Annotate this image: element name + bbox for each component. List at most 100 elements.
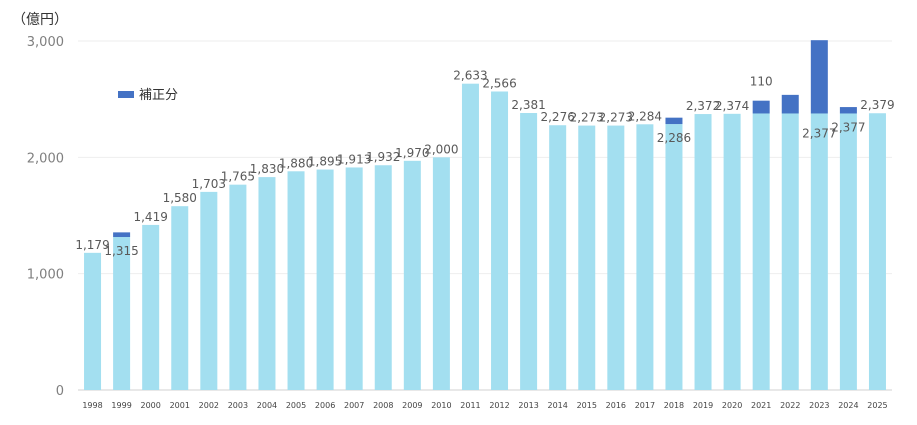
y-tick-label: 2,000 [27, 151, 64, 166]
bars [84, 40, 886, 391]
bar-initial-budget [839, 113, 857, 390]
legend-swatch-supplementary [118, 91, 134, 98]
bar-initial-budget [723, 113, 741, 390]
legend: 補正分 [118, 88, 178, 103]
x-tick-label: 2009 [402, 401, 422, 410]
bar-initial-budget [752, 113, 770, 390]
bar-initial-budget [520, 113, 538, 391]
data-label: 1,315 [104, 244, 138, 258]
x-tick-label: 2024 [838, 401, 858, 410]
bar-initial-budget [84, 252, 102, 390]
bar-initial-budget [665, 124, 683, 390]
y-tick-label: 0 [56, 384, 64, 399]
bar-initial-budget [781, 113, 799, 390]
bar-initial-budget [113, 237, 131, 390]
x-tick-label: 2010 [431, 401, 451, 410]
data-label: 1,932 [366, 150, 400, 164]
x-tick-label: 2003 [228, 401, 248, 410]
y-tick-label: 3,000 [27, 35, 64, 50]
bar-initial-budget [316, 169, 334, 390]
bar-initial-budget [636, 124, 654, 390]
x-tick-label: 2013 [518, 401, 538, 410]
data-label: 2,377 [802, 126, 836, 140]
data-label: 1,765 [221, 170, 255, 184]
bar-supplementary [810, 40, 828, 114]
data-label: 2,381 [511, 98, 545, 112]
x-tick-label: 2021 [751, 401, 771, 410]
bar-initial-budget [403, 160, 421, 390]
x-tick-label: 2012 [489, 401, 509, 410]
data-label: 2,372 [686, 99, 720, 113]
bar-supplementary [839, 107, 857, 114]
x-tick-label: 1998 [82, 401, 102, 410]
x-tick-label: 2023 [809, 401, 829, 410]
bar-initial-budget [491, 91, 509, 390]
data-label: 2,286 [657, 131, 691, 145]
data-label: 2,379 [860, 98, 894, 112]
bar-initial-budget [287, 171, 305, 390]
data-label: 1,913 [337, 152, 371, 166]
data-label: 2,566 [482, 76, 516, 90]
bar-initial-budget [694, 114, 712, 390]
x-tick-label: 2016 [606, 401, 626, 410]
bar-supplementary [113, 232, 131, 238]
x-tick-label: 2001 [170, 401, 190, 410]
bar-initial-budget [229, 184, 247, 390]
bar-initial-budget [200, 191, 218, 390]
data-label: 1,580 [163, 191, 197, 205]
x-tick-label: 2022 [780, 401, 800, 410]
bar-initial-budget [345, 167, 363, 390]
bar-supplementary [752, 100, 770, 114]
data-label: 1,880 [279, 156, 313, 170]
x-tick-label: 2017 [635, 401, 655, 410]
bar-initial-budget [142, 224, 160, 390]
legend-label-supplementary: 補正分 [139, 88, 178, 103]
data-label: 2,273 [599, 111, 633, 125]
x-tick-label: 2005 [286, 401, 306, 410]
x-tick-label: 2019 [693, 401, 713, 410]
bar-initial-budget [171, 206, 189, 390]
unit-label: （億円） [12, 12, 68, 28]
bar-supplementary [781, 94, 799, 114]
y-tick-label: 1,000 [27, 268, 64, 283]
data-label: 1,419 [133, 210, 167, 224]
data-label: 2,273 [570, 111, 604, 125]
x-tick-label: 2011 [460, 401, 480, 410]
x-tick-label: 2018 [664, 401, 684, 410]
data-label: 1,970 [395, 146, 429, 160]
bar-initial-budget [461, 83, 479, 390]
data-label: 2,377 [831, 120, 865, 134]
bar-initial-budget [549, 125, 567, 390]
data-label: 1,830 [250, 162, 284, 176]
x-tick-label: 2008 [373, 401, 393, 410]
data-label: 2,000 [424, 142, 458, 156]
x-tick-label: 2020 [722, 401, 742, 410]
y-axis: 0 1,000 2,000 3,000 [27, 35, 64, 399]
bar-supplementary [665, 117, 683, 125]
data-label: 1,895 [308, 155, 342, 169]
data-label: 2,284 [628, 109, 662, 123]
data-label: 1,179 [75, 238, 109, 252]
x-tick-label: 2006 [315, 401, 335, 410]
data-label: 2,276 [540, 110, 574, 124]
bar-initial-budget [578, 125, 596, 390]
x-axis: 1998 1999 2000 2001 2002 2003 2004 2005 2006 2007… [82, 401, 887, 410]
bar-initial-budget [607, 125, 625, 390]
x-tick-label: 2025 [867, 401, 887, 410]
bar-initial-budget [868, 113, 886, 391]
x-tick-label: 2004 [257, 401, 277, 410]
x-tick-label: 2000 [140, 401, 160, 410]
x-tick-label: 2002 [199, 401, 219, 410]
bar-initial-budget [258, 177, 276, 390]
x-tick-label: 2014 [547, 401, 567, 410]
data-label: 2,374 [715, 99, 749, 113]
x-tick-label: 2007 [344, 401, 364, 410]
x-tick-label: 1999 [111, 401, 131, 410]
supplementary-label: 110 [750, 75, 773, 89]
bar-initial-budget [432, 157, 450, 390]
data-label: 2,633 [453, 69, 487, 83]
x-tick-label: 2015 [577, 401, 597, 410]
gridlines [78, 40, 892, 391]
